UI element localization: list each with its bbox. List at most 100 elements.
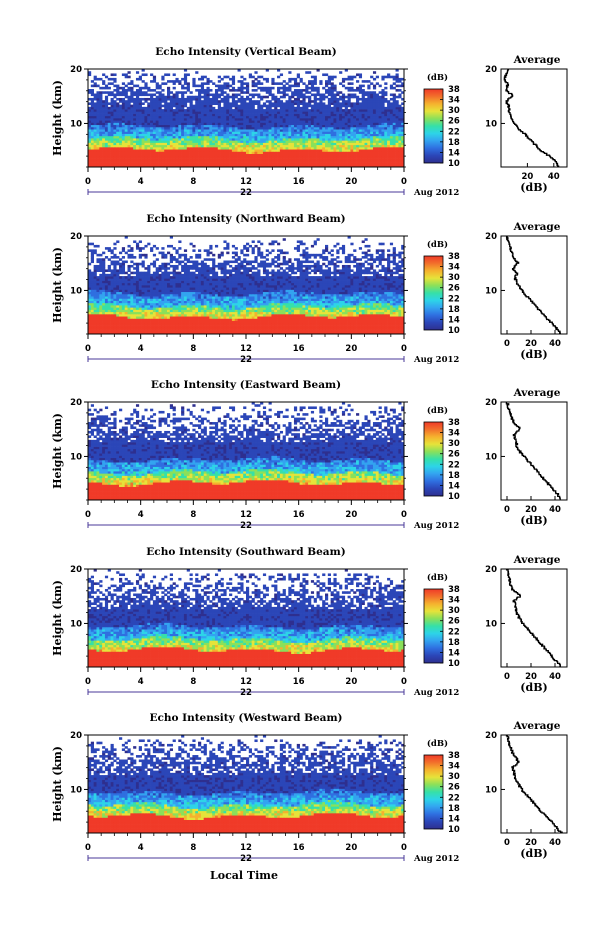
heat-cell: [316, 129, 320, 132]
heat-cell: [341, 327, 346, 330]
heat-cell: [212, 329, 216, 333]
heat-cell: [353, 111, 357, 114]
heat-cell: [93, 329, 97, 333]
heat-cell: [398, 144, 402, 148]
heat-cell: [209, 135, 213, 139]
heat-cell: [195, 322, 199, 326]
heat-cell: [192, 129, 196, 132]
heat-cell: [169, 146, 173, 150]
heat-cell: [198, 320, 202, 324]
heat-cell: [130, 80, 134, 83]
heat-cell: [308, 82, 312, 85]
heat-cell: [350, 325, 354, 328]
heat-cell: [356, 124, 360, 128]
heat-cell: [268, 104, 272, 108]
heat-cell: [99, 320, 103, 324]
heat-cell: [102, 151, 106, 154]
heat-cell: [356, 135, 360, 139]
heat-cell: [124, 155, 128, 159]
heat-cell: [164, 155, 168, 159]
heat-cell: [333, 155, 337, 159]
heat-cell: [313, 113, 317, 117]
heat-cell: [313, 124, 317, 128]
heat-cell: [127, 320, 131, 324]
heat-cell: [186, 113, 190, 117]
heat-cell: [392, 75, 396, 79]
heat-cell: [327, 75, 331, 79]
heat-cell: [274, 151, 278, 154]
heat-cell: [305, 109, 309, 112]
heat-cell: [172, 97, 176, 101]
heat-cell: [333, 142, 337, 146]
heat-cell: [220, 91, 224, 94]
heat-cell: [271, 318, 275, 321]
heat-cell: [127, 131, 131, 134]
heat-cell: [333, 120, 337, 123]
heat-cell: [203, 126, 207, 130]
heat-cell: [293, 318, 298, 321]
heat-cell: [172, 142, 176, 146]
heat-cell: [209, 142, 213, 146]
heat-cell: [401, 77, 405, 81]
heat-cell: [133, 131, 137, 134]
heat-cell: [229, 151, 233, 154]
heat-cell: [113, 331, 117, 335]
heat-cell: [330, 155, 334, 159]
heat-cell: [189, 318, 193, 321]
heat-cell: [183, 102, 188, 105]
heat-cell: [223, 331, 227, 335]
heat-cell: [319, 133, 323, 137]
heat-cell: [223, 329, 227, 333]
heat-cell: [347, 122, 351, 126]
heat-cell: [308, 329, 312, 333]
heat-cell: [350, 327, 354, 330]
heat-cell: [155, 97, 159, 101]
heat-cell: [285, 118, 289, 121]
heat-cell: [135, 115, 140, 119]
heat-cell: [203, 135, 207, 139]
heat-cell: [113, 320, 117, 324]
heat-cell: [322, 131, 326, 134]
heat-cell: [240, 133, 244, 137]
heat-cell: [392, 327, 396, 330]
heat-cell: [133, 158, 137, 161]
heat-cell: [203, 106, 207, 110]
heat-cell: [395, 325, 399, 328]
heat-cell: [181, 100, 185, 103]
heat-cell: [138, 120, 142, 123]
heat-cell: [364, 140, 368, 143]
heat-cell: [310, 138, 315, 141]
heat-cell: [308, 164, 312, 168]
heat-cell: [285, 115, 289, 119]
heat-cell: [339, 95, 343, 99]
heat-cell: [116, 331, 120, 335]
heat-cell: [150, 138, 154, 141]
heat-cell: [96, 149, 100, 152]
heat-cell: [158, 106, 162, 110]
heat-cell: [248, 158, 252, 161]
heat-cell: [378, 149, 382, 152]
heat-cell: [133, 142, 137, 146]
heat-cell: [167, 322, 171, 326]
heat-cell: [113, 73, 117, 77]
heat-cell: [277, 142, 281, 146]
heat-cell: [370, 149, 374, 152]
heat-cell: [251, 331, 255, 335]
heat-cell: [257, 106, 261, 110]
heat-cell: [178, 160, 182, 163]
heat-cell: [169, 106, 173, 110]
heat-cell: [135, 91, 140, 94]
heat-cell: [274, 109, 278, 112]
heat-cell: [223, 325, 227, 328]
heat-cell: [296, 126, 300, 130]
heat-cell: [285, 331, 289, 335]
heat-cell: [308, 318, 312, 321]
heat-cell: [181, 93, 185, 97]
heat-cell: [282, 129, 286, 132]
heat-cell: [178, 109, 182, 112]
heat-cell: [344, 129, 348, 132]
heat-cell: [183, 86, 188, 90]
heat-cell: [316, 131, 320, 134]
heat-cell: [175, 91, 179, 94]
heat-cell: [353, 146, 357, 150]
